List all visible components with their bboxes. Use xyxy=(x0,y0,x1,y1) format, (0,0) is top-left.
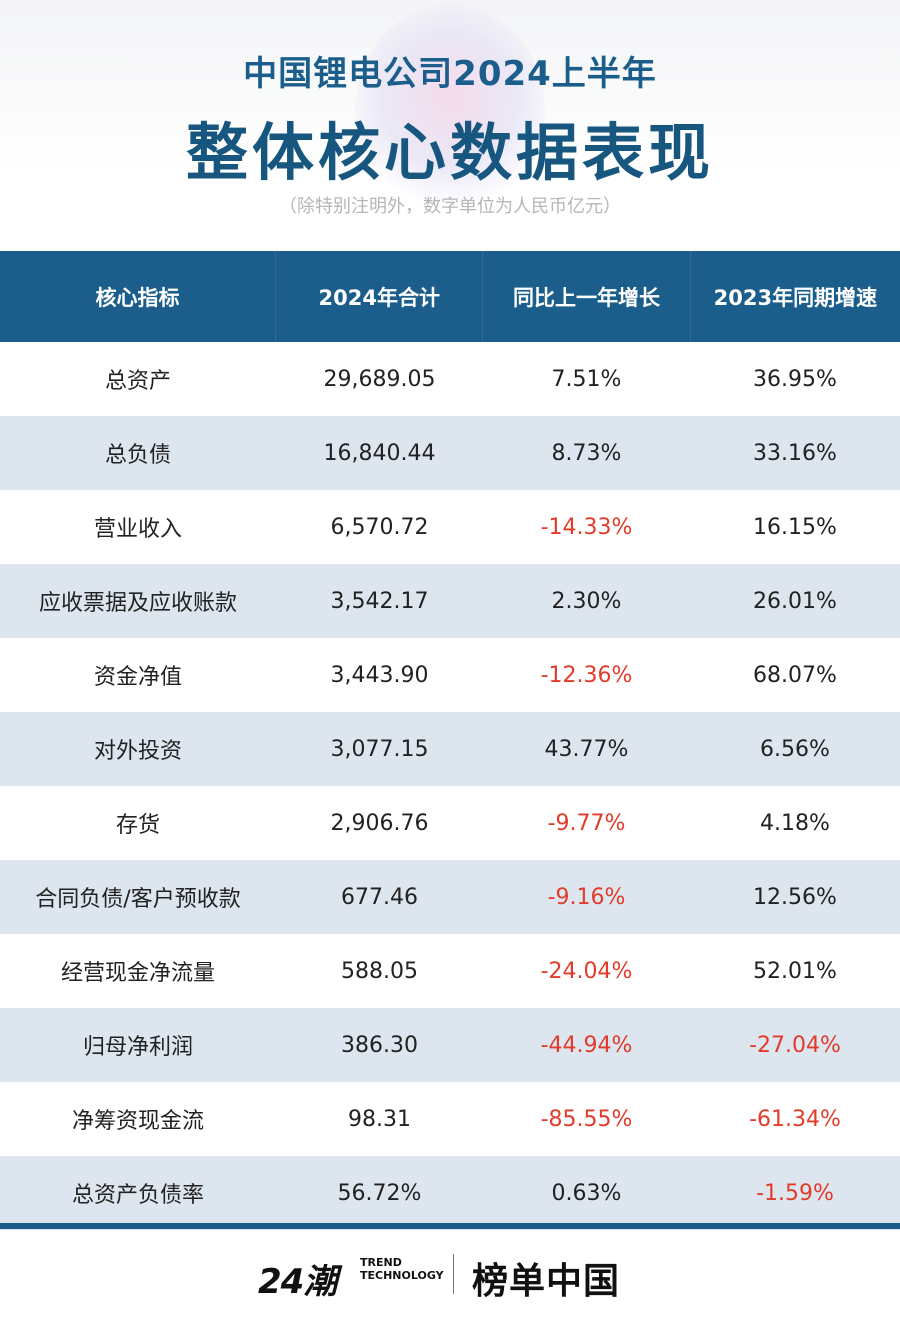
table-row: 经营现金净流量 588.05 -24.04% 52.01% xyxy=(0,934,900,1008)
brand-logo: 榜单中国 xyxy=(472,1261,621,1302)
column-header-total: 2024年合计 xyxy=(276,251,484,342)
table-row: 资金净值 3,443.90 -12.36% 68.07% xyxy=(0,638,900,712)
title-line-2: 整体核心数据表现 xyxy=(185,116,714,189)
indicator-cell: 净筹资现金流 xyxy=(71,1109,204,1134)
yoy-cell: -24.04% xyxy=(540,958,633,984)
indicator-cell: 营业收入 xyxy=(93,517,182,542)
indicator-cell: 总负债 xyxy=(104,443,171,468)
yoy-cell: -44.94% xyxy=(540,1032,633,1058)
indicator-cell: 总资产 xyxy=(104,369,171,394)
prev-growth-cell: 26.01% xyxy=(753,588,837,614)
total-cell: 29,689.05 xyxy=(323,366,436,392)
total-cell: 3,077.15 xyxy=(330,736,429,762)
indicator-cell: 经营现金净流量 xyxy=(60,961,215,986)
column-header-indicator: 核心指标 xyxy=(0,251,277,342)
yoy-cell: 43.77% xyxy=(544,736,629,762)
total-cell: 3,542.17 xyxy=(330,588,429,614)
table-row: 净筹资现金流 98.31 -85.55% -61.34% xyxy=(0,1082,900,1156)
unit-note: （除特别注明外，数字单位为人民币亿元） xyxy=(279,196,621,217)
yoy-cell: 7.51% xyxy=(551,366,622,392)
prev-growth-cell: 6.56% xyxy=(760,736,830,762)
trend-logo-text: TREND TECHNOLOGY xyxy=(360,1256,444,1282)
total-cell: 386.30 xyxy=(341,1032,418,1058)
prev-growth-cell: 4.18% xyxy=(760,810,830,836)
indicator-cell: 对外投资 xyxy=(93,739,182,764)
watermark-graphic xyxy=(355,5,545,215)
trend-logo-line-2: TECHNOLOGY xyxy=(360,1269,444,1282)
prev-growth-cell: 12.56% xyxy=(753,884,837,910)
table-row: 总资产负债率 56.72% 0.63% -1.59% xyxy=(0,1156,900,1230)
table-body: 总资产 29,689.05 7.51% 36.95% 总负债 16,840.44 8.73%… xyxy=(0,342,900,1230)
yoy-cell: 8.73% xyxy=(551,440,622,466)
total-cell: 3,443.90 xyxy=(330,662,429,688)
total-cell: 588.05 xyxy=(341,958,418,984)
data-table: 核心指标 2024年合计 同比上一年增长 2023年同期增速 总资产 29,689… xyxy=(0,251,900,1230)
trend-logo-line-1: TREND xyxy=(360,1256,402,1269)
title-line-1: 中国锂电公司2024上半年 xyxy=(243,54,657,94)
table-row: 总资产 29,689.05 7.51% 36.95% xyxy=(0,342,900,416)
table-row: 合同负债/客户预收款 677.46 -9.16% 12.56% xyxy=(0,860,900,934)
prev-growth-cell: -61.34% xyxy=(749,1106,841,1132)
yoy-cell: 2.30% xyxy=(551,588,622,614)
indicator-cell: 总资产负债率 xyxy=(71,1183,204,1208)
total-cell: 677.46 xyxy=(341,884,418,910)
prev-growth-cell: -1.59% xyxy=(756,1180,834,1206)
indicator-cell: 归母净利润 xyxy=(82,1035,193,1060)
total-cell: 98.31 xyxy=(348,1106,411,1132)
indicator-cell: 存货 xyxy=(115,813,160,838)
prev-growth-cell: 33.16% xyxy=(753,440,837,466)
total-cell: 2,906.76 xyxy=(330,810,429,836)
table-row: 归母净利润 386.30 -44.94% -27.04% xyxy=(0,1008,900,1082)
total-cell: 6,570.72 xyxy=(330,514,429,540)
prev-growth-cell: 36.95% xyxy=(753,366,837,392)
yoy-cell: -14.33% xyxy=(540,514,633,540)
yoy-cell: 0.63% xyxy=(551,1180,622,1206)
prev-growth-cell: 68.07% xyxy=(753,662,837,688)
column-header-prev-growth: 2023年同期增速 xyxy=(713,285,878,310)
prev-growth-cell: 16.15% xyxy=(753,514,837,540)
table-row: 对外投资 3,077.15 43.77% 6.56% xyxy=(0,712,900,786)
page-header: 中国锂电公司2024上半年 整体核心数据表现 （除特别注明外，数字单位为人民币亿… xyxy=(0,0,900,252)
prev-growth-cell: 52.01% xyxy=(753,958,837,984)
prev-growth-cell: -27.04% xyxy=(749,1032,841,1058)
table-bottom-bar xyxy=(0,1223,900,1229)
indicator-cell: 合同负债/客户预收款 xyxy=(35,887,241,912)
indicator-cell: 应收票据及应收账款 xyxy=(38,591,237,616)
footer: 24潮 TREND TECHNOLOGY 榜单中国 xyxy=(0,1250,900,1302)
table-header: 核心指标 2024年合计 同比上一年增长 2023年同期增速 xyxy=(0,251,900,342)
trend-logo-mark: 24潮 xyxy=(258,1262,337,1302)
total-cell: 56.72% xyxy=(337,1180,422,1206)
yoy-cell: -85.55% xyxy=(540,1106,633,1132)
indicator-cell: 资金净值 xyxy=(93,665,182,690)
table-row: 存货 2,906.76 -9.77% 4.18% xyxy=(0,786,900,860)
table-row: 营业收入 6,570.72 -14.33% 16.15% xyxy=(0,490,900,564)
yoy-cell: -12.36% xyxy=(540,662,633,688)
yoy-cell: -9.16% xyxy=(547,884,626,910)
footer-divider xyxy=(453,1254,454,1294)
table-row: 总负债 16,840.44 8.73% 33.16% xyxy=(0,416,900,490)
table-row: 应收票据及应收账款 3,542.17 2.30% 26.01% xyxy=(0,564,900,638)
yoy-cell: -9.77% xyxy=(547,810,626,836)
total-cell: 16,840.44 xyxy=(323,440,436,466)
column-header-yoy: 同比上一年增长 xyxy=(483,251,691,342)
